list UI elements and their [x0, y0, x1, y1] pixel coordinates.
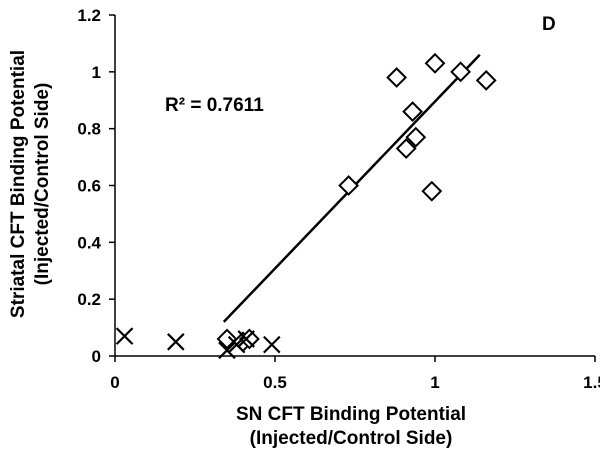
diamond-point [475, 69, 497, 91]
x-tick-label: 0 [110, 373, 119, 392]
x-marker-series [115, 327, 281, 360]
diamond-point [338, 175, 360, 196]
x-axis-title-line-1: SN CFT Binding Potential [236, 404, 466, 425]
x-point [263, 335, 281, 354]
diamond-point [450, 61, 472, 83]
x-tick-label: 1.5 [583, 373, 600, 392]
x-axis-title-line-2: (Injected/Control Side) [250, 428, 453, 449]
y-axis-title-line-1: Striatal CFT Binding Potential [8, 50, 29, 318]
data-points [115, 52, 497, 360]
diamond-point [424, 52, 446, 74]
y-axis-title-line-2: (Injected/Control Side) [32, 83, 53, 286]
x-point [167, 333, 185, 351]
diamond-point [386, 67, 408, 88]
x-tick-label: 0.5 [263, 373, 287, 392]
x-point [218, 341, 236, 360]
diamond-point [402, 101, 424, 123]
x-point [237, 330, 255, 348]
r-squared-annotation: R² = 0.7611 [165, 95, 264, 116]
diamond-point [216, 328, 238, 350]
diamond-point [395, 138, 417, 159]
y-tick-label: 0 [92, 347, 101, 366]
y-tick-label: 0.2 [77, 290, 101, 309]
x-point [115, 327, 134, 345]
y-tick-label: 0.8 [77, 120, 101, 139]
panel-label: D [542, 14, 556, 35]
y-tick-label: 0.6 [77, 177, 101, 196]
x-axis-ticks: 0 0.5 1 1.5 [110, 356, 600, 392]
x-point [227, 335, 246, 354]
diamond-point [405, 126, 427, 148]
y-axis-ticks: 0 0.2 0.4 0.6 0.8 1 1.2 [77, 6, 115, 366]
y-tick-label: 1.2 [77, 6, 101, 25]
y-tick-label: 1 [92, 63, 101, 82]
diamond-point [421, 180, 443, 202]
y-tick-label: 0.4 [77, 233, 101, 252]
x-tick-label: 1 [430, 373, 439, 392]
